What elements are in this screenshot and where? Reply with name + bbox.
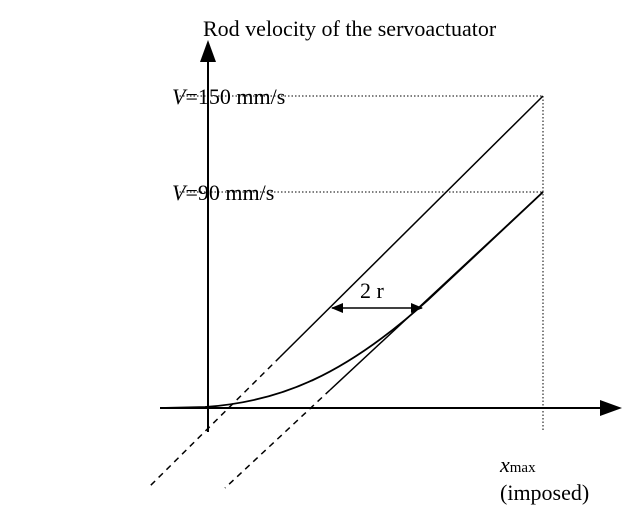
line-90-ext (224, 389, 331, 489)
gap-label: 2 r (360, 278, 385, 303)
line-150-ext (147, 356, 281, 489)
x-marker: xmax (499, 452, 536, 477)
x-symbol: x (499, 452, 510, 477)
level-symbol: V (172, 180, 188, 205)
axis-title: Rod velocity of the servoactuator (203, 16, 497, 41)
level-label: V=90 mm/s (172, 180, 274, 205)
x-subscript: max (510, 460, 536, 476)
y-arrow (200, 40, 216, 62)
x-arrow (600, 400, 622, 416)
x-note: (imposed) (500, 480, 589, 505)
level-symbol: V (172, 84, 188, 109)
level-text: =90 mm/s (185, 180, 274, 205)
velocity-curve (159, 191, 544, 409)
level-label: V=150 mm/s (172, 84, 285, 109)
line-150 (279, 95, 544, 358)
level-text: =150 mm/s (185, 84, 285, 109)
